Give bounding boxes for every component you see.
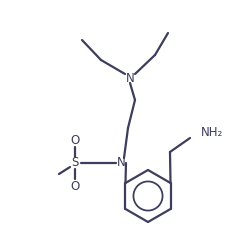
Text: N: N — [117, 156, 125, 169]
Text: NH₂: NH₂ — [201, 126, 223, 139]
Text: O: O — [70, 134, 80, 147]
Text: S: S — [71, 156, 79, 169]
Text: O: O — [70, 180, 80, 193]
Text: N: N — [126, 72, 134, 84]
